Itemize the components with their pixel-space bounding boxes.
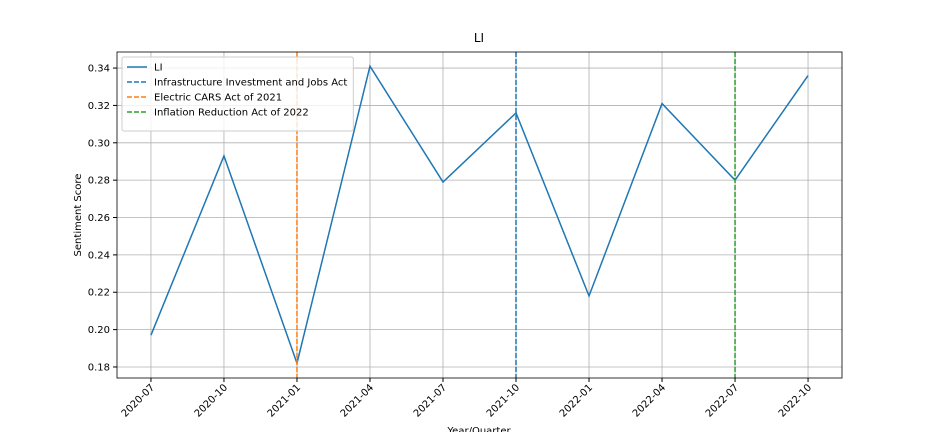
- x-tick-label: 2021-04: [339, 382, 376, 419]
- y-tick-label: 0.24: [88, 250, 110, 261]
- y-tick-label: 0.26: [88, 213, 110, 224]
- x-tick-label: 2022-10: [777, 382, 814, 419]
- y-tick-label: 0.20: [88, 325, 110, 336]
- x-tick-label: 2021-10: [485, 382, 522, 419]
- y-tick-label: 0.30: [88, 138, 110, 149]
- x-axis-label: Year/Quarter: [446, 426, 511, 432]
- x-tick-label: 2021-01: [266, 382, 303, 419]
- legend-box: [121, 56, 354, 132]
- x-tick-label: 2021-07: [412, 382, 449, 419]
- x-tick-label: 2022-04: [631, 382, 668, 419]
- x-tick-label: 2022-07: [704, 382, 741, 419]
- y-axis-label: Sentiment Score: [73, 174, 84, 257]
- legend-label: Inflation Reduction Act of 2022: [154, 108, 309, 119]
- x-tick-label: 2020-10: [193, 382, 230, 419]
- y-tick-label: 0.28: [88, 176, 110, 187]
- y-tick-label: 0.22: [88, 288, 110, 299]
- y-tick-label: 0.18: [88, 362, 110, 373]
- y-tick-label: 0.32: [88, 101, 110, 112]
- y-tick-label: 0.34: [88, 64, 110, 75]
- legend-label: Infrastructure Investment and Jobs Act: [154, 78, 347, 89]
- x-tick-label: 2022-01: [558, 382, 595, 419]
- legend-label: LI: [154, 63, 163, 74]
- legend-label: Electric CARS Act of 2021: [154, 93, 282, 104]
- x-tick-label: 2020-07: [120, 382, 157, 419]
- chart-title: LI: [474, 31, 484, 45]
- plot-frame: [116, 51, 843, 379]
- data-line: [150, 64, 809, 366]
